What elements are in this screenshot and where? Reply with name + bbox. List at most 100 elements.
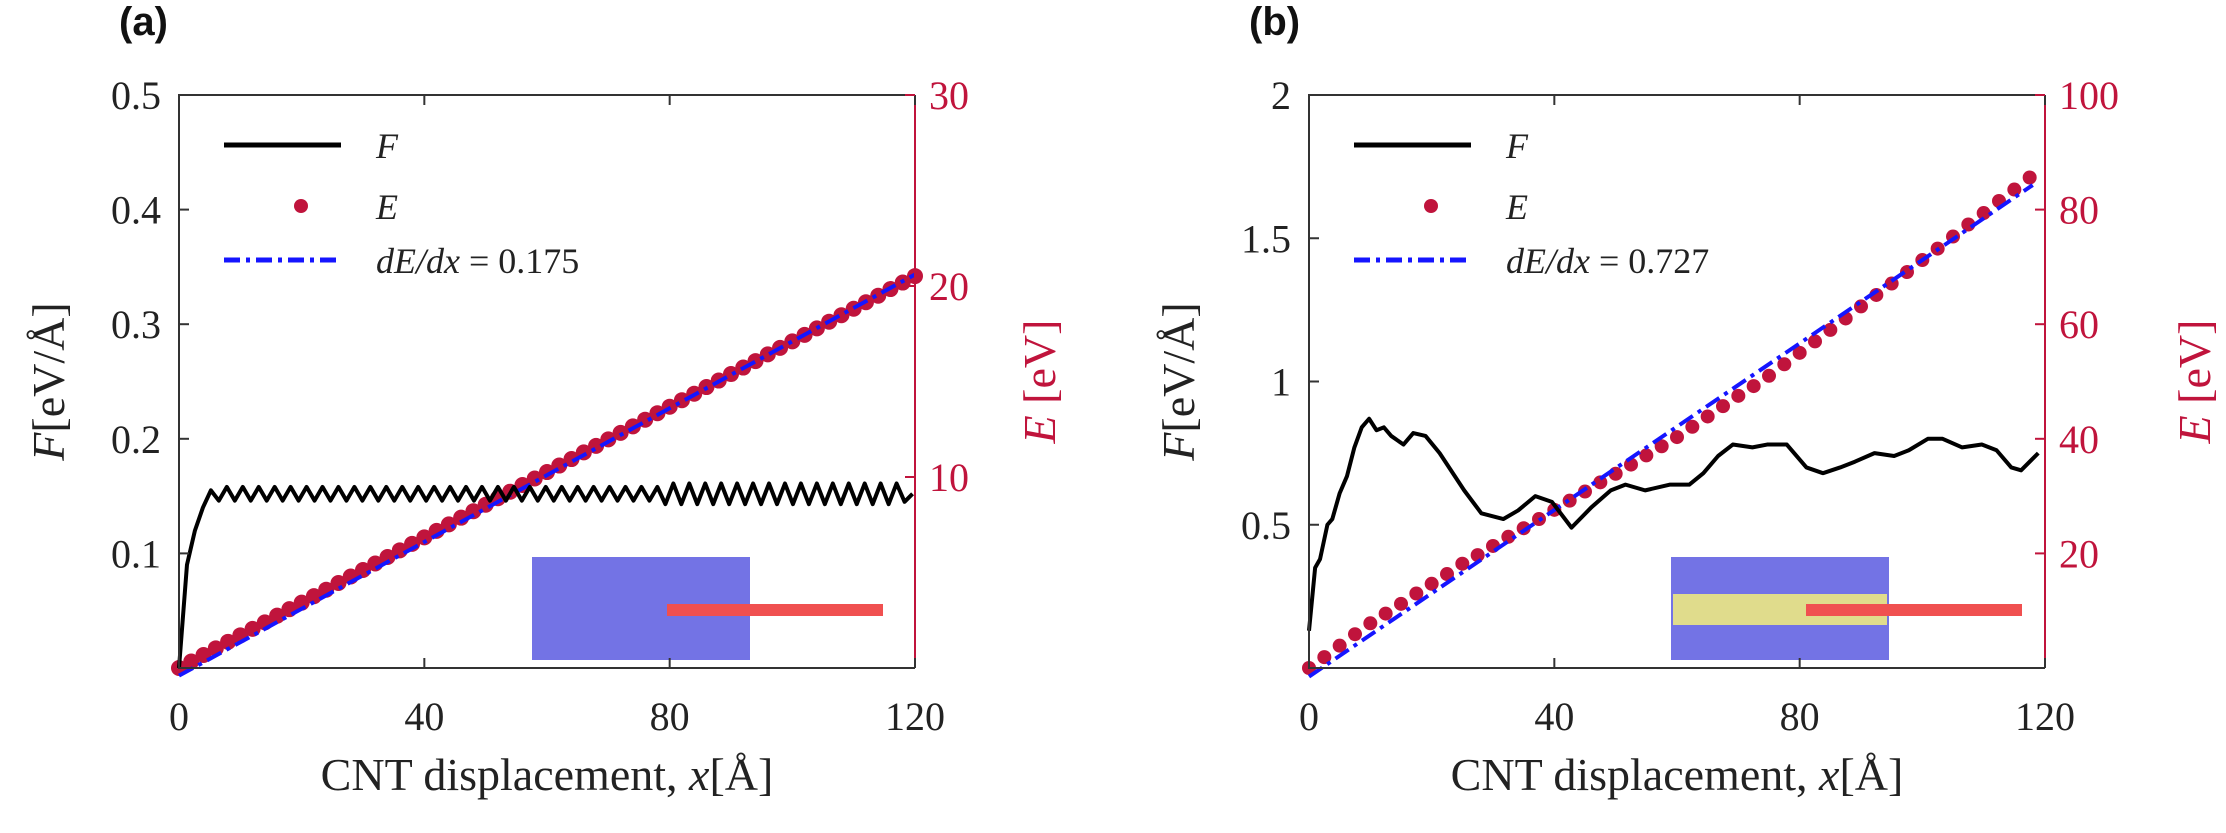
- E-point: [1670, 430, 1684, 445]
- legend-entry: dE/dx = 0.727: [1506, 241, 1709, 281]
- E-point: [1378, 606, 1393, 621]
- y-left-tick-label: 1: [1271, 360, 1291, 405]
- E-point: [416, 529, 433, 546]
- E-point: [391, 542, 408, 559]
- E-point: [1777, 357, 1792, 372]
- legend-entry-var: F: [375, 126, 399, 166]
- inset-cnt-structure: [532, 557, 883, 660]
- inset-cnt-structure: [1671, 557, 2022, 660]
- E-point: [1363, 616, 1378, 631]
- y-left-tick-label: 0.4: [111, 188, 161, 233]
- panel-label: (b): [1249, 0, 1300, 44]
- y-right-title-var: E: [2169, 415, 2220, 444]
- E-point: [1470, 548, 1485, 563]
- x-axis-title: CNT displacement, x[Å]: [1451, 749, 1904, 800]
- y-right-tick-label: 60: [2059, 302, 2099, 347]
- E-point: [1746, 379, 1761, 394]
- y-left-tick-label: 0.5: [1241, 503, 1291, 548]
- y-left-tick-label: 0.1: [111, 531, 161, 576]
- y-left-tick-label: 0.2: [111, 417, 161, 462]
- inset-inner-cnt: [667, 604, 883, 616]
- y-left-title-unit: [eV/Å]: [23, 302, 74, 432]
- x-tick-label: 0: [169, 694, 189, 739]
- E-point: [1455, 556, 1470, 571]
- E-point: [784, 333, 801, 350]
- E-point: [1639, 448, 1654, 463]
- y-right-tick-label: 20: [2059, 531, 2099, 576]
- legend-entry-var: dE/dx: [1506, 241, 1590, 281]
- y-right-axis-title: E [eV]: [1014, 320, 1065, 445]
- panel-label: (a): [119, 0, 168, 44]
- E-point: [1823, 322, 1838, 337]
- legend-entry: F: [375, 126, 399, 166]
- legend-entry-text: = 0.727: [1590, 241, 1709, 281]
- x-axis-title: CNT displacement, x[Å]: [321, 749, 774, 800]
- legend-entry-var: F: [1505, 126, 1529, 166]
- series-F-line: [1307, 416, 2040, 631]
- E-point: [1762, 368, 1776, 383]
- E-point: [1424, 576, 1439, 591]
- y-left-tick-label: 0.5: [111, 73, 161, 118]
- y-left-tick-label: 0.3: [111, 302, 161, 347]
- y-left-axis-title: F[eV/Å]: [23, 302, 74, 461]
- x-axis-title-var: x: [1818, 749, 1840, 800]
- fit-line: [1307, 183, 2034, 679]
- E-point: [305, 588, 322, 605]
- y-left-title-var: F: [23, 432, 74, 462]
- series-F-line: [177, 481, 914, 669]
- E-point: [1685, 419, 1700, 434]
- y-right-title-var: E: [1014, 415, 1065, 444]
- E-point: [1700, 409, 1715, 424]
- E-point: [1654, 439, 1669, 454]
- E-point: [2022, 170, 2037, 185]
- E-point: [269, 607, 286, 624]
- y-right-tick-label: 20: [929, 264, 969, 309]
- panel-b: (b) 0 40 80 120 0.5 1 1.5 2 20 40 60 80 100 CNT displ…: [1153, 0, 2220, 800]
- E-point: [1593, 475, 1608, 490]
- y-right-tick-label: 30: [929, 73, 969, 118]
- x-tick-label: 120: [885, 694, 945, 739]
- legend-entry: E: [1505, 187, 1528, 227]
- y-left-title-unit: [eV/Å]: [1153, 302, 1204, 432]
- x-axis-title-unit: [Å]: [1839, 749, 1903, 800]
- x-tick-label: 80: [650, 694, 690, 739]
- E-point: [1348, 627, 1362, 642]
- x-tick-label: 80: [1780, 694, 1820, 739]
- legend-entry: F: [1505, 126, 1529, 166]
- y-left-axis-title: F[eV/Å]: [1153, 302, 1204, 461]
- panel-a: (a) 0 40 80 120 0.1 0.2 0.3 0.4 0.5 10 20 30 CNT dis…: [23, 0, 1065, 800]
- E-point: [2007, 182, 2022, 197]
- x-tick-label: 40: [1534, 694, 1574, 739]
- E-point: [1501, 529, 1516, 544]
- E-point: [526, 470, 543, 487]
- E-point: [1731, 388, 1746, 403]
- E-point: [183, 653, 200, 670]
- legend-E-swatch: [1424, 199, 1438, 213]
- E-point: [1562, 493, 1577, 508]
- inset-inner-cnt: [1806, 604, 2022, 616]
- E-point: [379, 549, 396, 566]
- legend-entry-var: dE/dx: [376, 241, 460, 281]
- legend-entry-var: E: [1505, 187, 1528, 227]
- legend-entry-text: = 0.175: [460, 241, 579, 281]
- y-left-tick-label: 1.5: [1241, 216, 1291, 261]
- x-axis-title-unit: [Å]: [709, 749, 773, 800]
- legend-entry-var: E: [375, 187, 398, 227]
- E-point: [1716, 399, 1730, 414]
- E-point: [1854, 299, 1868, 314]
- y-left-tick-label: 2: [1271, 73, 1291, 118]
- E-point: [1332, 638, 1347, 653]
- y-right-tick-label: 100: [2059, 73, 2119, 118]
- y-right-tick-label: 10: [929, 455, 969, 500]
- y-right-tick-label: 40: [2059, 417, 2099, 462]
- E-point: [1394, 596, 1408, 611]
- E-point: [1808, 334, 1822, 349]
- E-point: [1440, 567, 1454, 582]
- E-point: [355, 562, 371, 579]
- legend-entry: E: [375, 187, 398, 227]
- E-point: [1792, 345, 1807, 360]
- x-tick-label: 0: [1299, 694, 1319, 739]
